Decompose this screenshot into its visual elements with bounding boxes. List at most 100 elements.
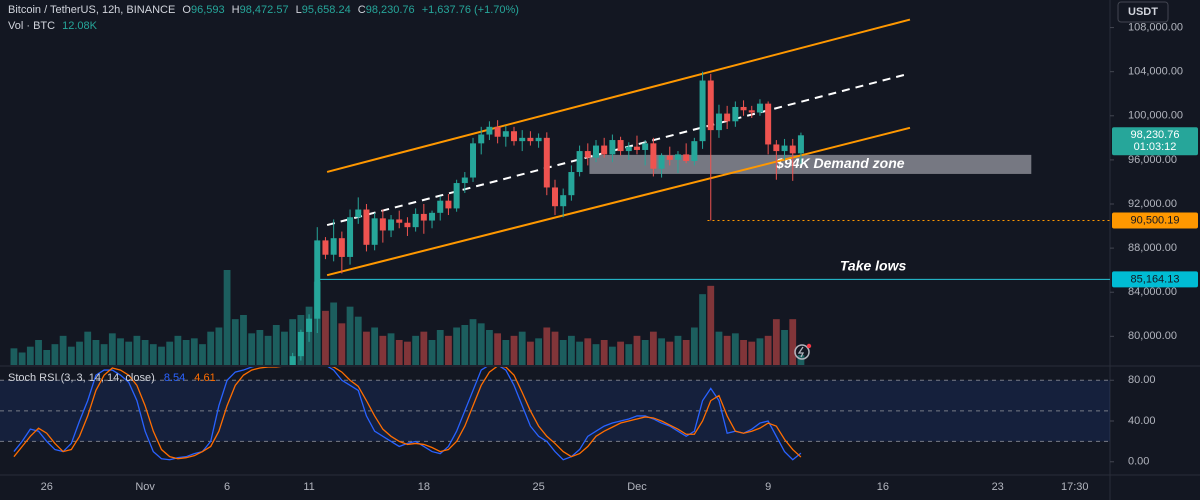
volume-bar [690,327,698,365]
volume-bar [641,340,649,365]
volume-bar [199,344,206,365]
volume-bar [43,350,51,365]
volume-bar [797,354,805,365]
candle-body [584,151,591,158]
h-label: H [232,4,240,16]
volume-bar [674,335,682,365]
volume-bar [420,331,428,365]
volume-bar [707,285,715,365]
candle-body [543,137,550,188]
price-layer: $94K Demand zone Take lows [289,18,1110,365]
candle-body [297,331,304,357]
y-tick-label: 84,000.00 [1128,286,1177,298]
volume-bar [567,335,575,365]
x-tick-label: 9 [765,481,771,493]
volume-bar [84,331,92,365]
candle-body [568,172,575,196]
volume-bar [35,340,42,365]
volume-bar [699,294,706,365]
candle-body [470,143,477,178]
volume-bar [600,340,608,365]
candle-body [404,222,411,228]
volume-bar [608,346,616,365]
currency-button[interactable] [1117,1,1169,23]
volume-bar [281,331,288,365]
drawn-line [326,126,911,277]
volume-bar [461,325,469,365]
candle-body [715,113,722,131]
candle-body [363,209,370,245]
volume-bar [486,330,493,365]
x-tick-label: 18 [418,481,430,493]
x-tick-label: 26 [41,481,53,493]
volume-bar [395,340,403,365]
candle-body [322,240,329,255]
x-tick-label: 17:30 [1061,481,1089,493]
volume-legend: Vol · BTC 12.08K [8,20,98,32]
volume-bar [510,335,518,365]
candle-body [412,213,419,228]
candle-body [519,137,526,142]
volume-bar [535,338,543,365]
candle-body [592,145,599,158]
annotation: Take lows [840,258,907,274]
price-badge-label: 90,500.19 [1131,214,1180,226]
volume-bar [248,333,256,365]
volume-bar [436,330,444,365]
candle-body [699,80,706,142]
candle-body [707,80,714,131]
candle-body [601,145,608,155]
volume-bar [354,316,362,365]
candle-body [511,131,518,142]
price-badge-label: 85,164.13 [1131,273,1180,285]
candle-body [797,135,804,154]
volume-bar [338,323,346,365]
volume-bar [625,344,633,365]
candle-body [461,177,468,184]
volume-bar [740,340,747,365]
symbol: Bitcoin / TetherUS, 12h, BINANCE [8,4,175,16]
candle-body [347,217,354,257]
volume-bar [92,340,100,365]
candle-body [560,195,567,207]
volume-bar [723,335,731,365]
alert-icon[interactable] [794,344,810,360]
open-value: 96,593 [191,4,225,16]
stoch-line [13,367,802,461]
volume-bar [51,344,59,365]
candle-body [773,144,780,152]
volume-label: Vol · BTC [8,20,55,32]
candle-body [306,318,313,332]
price-badge [1112,127,1198,156]
axis-layer: 26 Nov 6 11 18 25 Dec 9 16 23 17:30 80,000.00 84,000… [41,21,1198,493]
volume-layer [10,270,805,365]
volume-bar [240,315,247,365]
volume-bar [682,340,690,365]
candle-body [429,212,436,221]
low-value: 95,658.24 [302,4,351,16]
volume-bar [518,331,526,365]
candle-body [289,356,296,365]
candle-body [748,110,755,113]
candle-body [666,155,673,160]
volume-bar [264,335,272,365]
candle-body [765,103,772,145]
currency-label[interactable]: USDT [1128,6,1158,18]
volume-bar [658,338,665,365]
volume-bar [215,327,223,365]
volume-bar [379,335,387,365]
volume-bar [666,341,674,365]
candle-body [453,183,460,209]
stoch-y-tick-label: 0.00 [1128,456,1149,468]
c-label: C [358,4,366,16]
y-tick-label: 92,000.00 [1128,198,1177,210]
candle-body [314,240,321,319]
price-badge [1112,212,1198,229]
alert-icon-bolt [797,346,805,358]
volume-bar [445,335,452,365]
legend-line: Bitcoin / TetherUS, 12h, BINANCE O96,593… [8,4,519,16]
drawn-line [326,18,911,173]
volume-bar [231,319,239,365]
